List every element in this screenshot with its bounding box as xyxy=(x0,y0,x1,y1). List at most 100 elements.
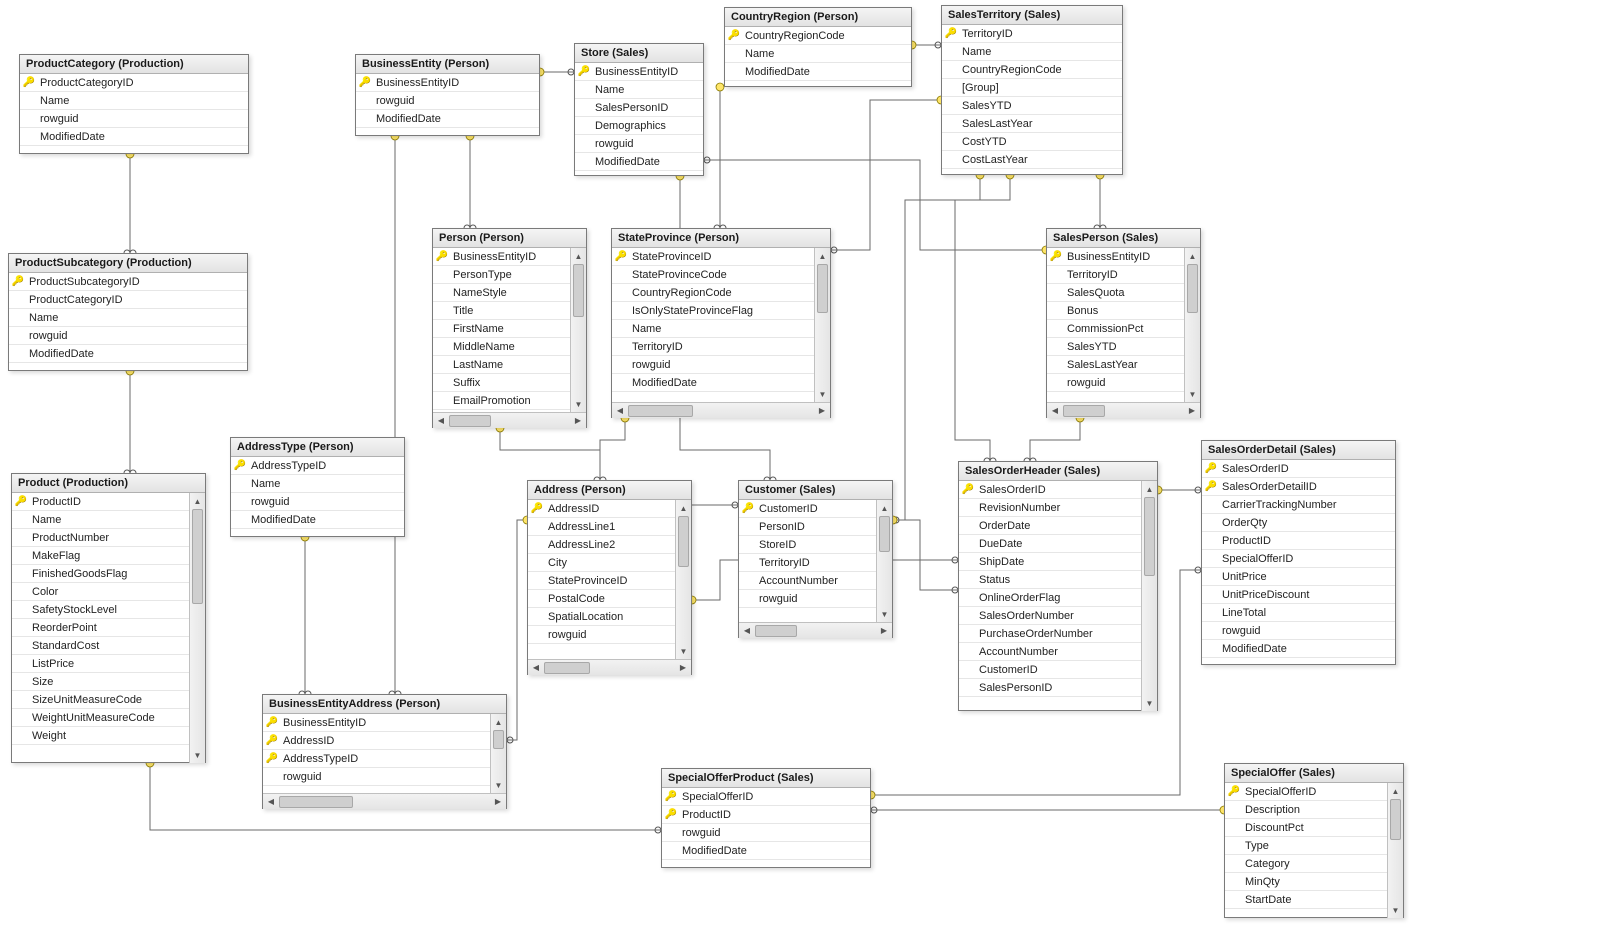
table-Person[interactable]: Person (Person)BusinessEntityIDPersonTyp… xyxy=(432,228,587,428)
horizontal-scrollbar[interactable]: ◀▶ xyxy=(433,412,586,428)
column-row[interactable]: Name xyxy=(942,43,1122,61)
horizontal-scrollbar[interactable]: ◀▶ xyxy=(1047,402,1200,418)
column-row[interactable]: rowguid xyxy=(263,768,490,786)
column-row[interactable]: ModifiedDate xyxy=(231,511,404,529)
column-row[interactable]: rowguid xyxy=(231,493,404,511)
table-SalesOrderHeader[interactable]: SalesOrderHeader (Sales)SalesOrderIDRevi… xyxy=(958,461,1158,711)
scroll-up-icon[interactable]: ▲ xyxy=(815,248,830,264)
table-title[interactable]: SalesOrderHeader (Sales) xyxy=(959,462,1157,481)
vertical-scrollbar[interactable]: ▲▼ xyxy=(814,248,830,402)
column-row[interactable]: Status xyxy=(959,571,1141,589)
column-row[interactable]: AccountNumber xyxy=(739,572,876,590)
column-row[interactable]: AddressTypeID xyxy=(231,457,404,475)
column-row[interactable]: TerritoryID xyxy=(612,338,814,356)
scroll-left-icon[interactable]: ◀ xyxy=(1047,406,1063,415)
table-SpecialOffer[interactable]: SpecialOffer (Sales)SpecialOfferIDDescri… xyxy=(1224,763,1404,918)
column-row[interactable]: BusinessEntityID xyxy=(263,714,490,732)
column-row[interactable]: ModifiedDate xyxy=(20,128,248,146)
column-row[interactable]: rowguid xyxy=(528,626,675,644)
table-CountryRegion[interactable]: CountryRegion (Person)CountryRegionCodeN… xyxy=(724,7,912,87)
table-title[interactable]: CountryRegion (Person) xyxy=(725,8,911,27)
table-Customer[interactable]: Customer (Sales)CustomerIDPersonIDStoreI… xyxy=(738,480,893,638)
column-row[interactable]: LineTotal xyxy=(1202,604,1395,622)
scroll-thumb[interactable] xyxy=(192,509,203,604)
scroll-up-icon[interactable]: ▲ xyxy=(1388,783,1403,799)
scroll-thumb[interactable] xyxy=(279,796,353,808)
vertical-scrollbar[interactable]: ▲▼ xyxy=(1387,783,1403,918)
column-row[interactable]: SalesPersonID xyxy=(959,679,1141,697)
column-row[interactable]: SpecialOfferID xyxy=(662,788,870,806)
column-row[interactable]: ProductNumber xyxy=(12,529,189,547)
column-row[interactable]: Name xyxy=(612,320,814,338)
column-row[interactable]: ModifiedDate xyxy=(575,153,703,171)
table-title[interactable]: SpecialOffer (Sales) xyxy=(1225,764,1403,783)
column-row[interactable]: Name xyxy=(9,309,247,327)
column-row[interactable]: AddressID xyxy=(263,732,490,750)
column-row[interactable]: SalesLastYear xyxy=(942,115,1122,133)
scroll-down-icon[interactable]: ▼ xyxy=(1185,386,1200,402)
column-row[interactable]: PersonType xyxy=(433,266,570,284)
column-row[interactable]: UnitPriceDiscount xyxy=(1202,586,1395,604)
table-title[interactable]: ProductCategory (Production) xyxy=(20,55,248,74)
table-title[interactable]: Store (Sales) xyxy=(575,44,703,63)
scroll-up-icon[interactable]: ▲ xyxy=(877,500,892,516)
column-row[interactable]: SpecialOfferID xyxy=(1202,550,1395,568)
column-row[interactable]: AddressID xyxy=(528,500,675,518)
column-row[interactable]: ModifiedDate xyxy=(612,374,814,392)
scroll-down-icon[interactable]: ▼ xyxy=(877,606,892,622)
column-row[interactable]: ShipDate xyxy=(959,553,1141,571)
column-row[interactable]: rowguid xyxy=(356,92,539,110)
column-row[interactable]: TerritoryID xyxy=(1047,266,1184,284)
column-row[interactable]: SalesYTD xyxy=(1047,338,1184,356)
column-row[interactable]: AccountNumber xyxy=(959,643,1141,661)
column-row[interactable]: MiddleName xyxy=(433,338,570,356)
column-row[interactable]: CountryRegionCode xyxy=(942,61,1122,79)
column-row[interactable]: SafetyStockLevel xyxy=(12,601,189,619)
column-row[interactable]: Name xyxy=(231,475,404,493)
table-title[interactable]: SalesTerritory (Sales) xyxy=(942,6,1122,25)
table-title[interactable]: ProductSubcategory (Production) xyxy=(9,254,247,273)
column-row[interactable]: Name xyxy=(575,81,703,99)
scroll-left-icon[interactable]: ◀ xyxy=(528,663,544,672)
column-row[interactable]: ListPrice xyxy=(12,655,189,673)
scroll-up-icon[interactable]: ▲ xyxy=(571,248,586,264)
column-row[interactable]: Weight xyxy=(12,727,189,745)
scroll-thumb[interactable] xyxy=(1390,799,1401,840)
scroll-up-icon[interactable]: ▲ xyxy=(1185,248,1200,264)
column-row[interactable]: CostYTD xyxy=(942,133,1122,151)
column-row[interactable]: BusinessEntityID xyxy=(1047,248,1184,266)
scroll-down-icon[interactable]: ▼ xyxy=(815,386,830,402)
vertical-scrollbar[interactable]: ▲▼ xyxy=(1141,481,1157,711)
table-Product[interactable]: Product (Production)ProductIDNameProduct… xyxy=(11,473,206,763)
column-row[interactable]: Name xyxy=(12,511,189,529)
column-row[interactable]: SalesOrderID xyxy=(959,481,1141,499)
column-row[interactable]: AddressLine2 xyxy=(528,536,675,554)
column-row[interactable]: AddressTypeID xyxy=(263,750,490,768)
column-row[interactable]: EmailPromotion xyxy=(433,392,570,410)
scroll-thumb[interactable] xyxy=(755,625,797,637)
table-title[interactable]: Customer (Sales) xyxy=(739,481,892,500)
column-row[interactable]: Size xyxy=(12,673,189,691)
column-row[interactable]: DiscountPct xyxy=(1225,819,1387,837)
column-row[interactable]: SizeUnitMeasureCode xyxy=(12,691,189,709)
horizontal-scrollbar[interactable]: ◀▶ xyxy=(612,402,830,418)
column-row[interactable]: SalesOrderID xyxy=(1202,460,1395,478)
scroll-thumb[interactable] xyxy=(493,730,504,749)
column-row[interactable]: SalesPersonID xyxy=(575,99,703,117)
column-row[interactable]: ProductSubcategoryID xyxy=(9,273,247,291)
scroll-right-icon[interactable]: ▶ xyxy=(876,626,892,635)
column-row[interactable]: CommissionPct xyxy=(1047,320,1184,338)
column-row[interactable]: StateProvinceID xyxy=(612,248,814,266)
scroll-left-icon[interactable]: ◀ xyxy=(263,797,279,806)
column-row[interactable]: CountryRegionCode xyxy=(725,27,911,45)
table-title[interactable]: StateProvince (Person) xyxy=(612,229,830,248)
table-title[interactable]: Product (Production) xyxy=(12,474,205,493)
column-row[interactable]: CostLastYear xyxy=(942,151,1122,169)
table-title[interactable]: AddressType (Person) xyxy=(231,438,404,457)
horizontal-scrollbar[interactable]: ◀▶ xyxy=(263,793,506,809)
column-row[interactable]: NameStyle xyxy=(433,284,570,302)
column-row[interactable]: StateProvinceCode xyxy=(612,266,814,284)
scroll-thumb[interactable] xyxy=(1144,497,1155,576)
column-row[interactable]: rowguid xyxy=(1202,622,1395,640)
table-title[interactable]: SalesPerson (Sales) xyxy=(1047,229,1200,248)
